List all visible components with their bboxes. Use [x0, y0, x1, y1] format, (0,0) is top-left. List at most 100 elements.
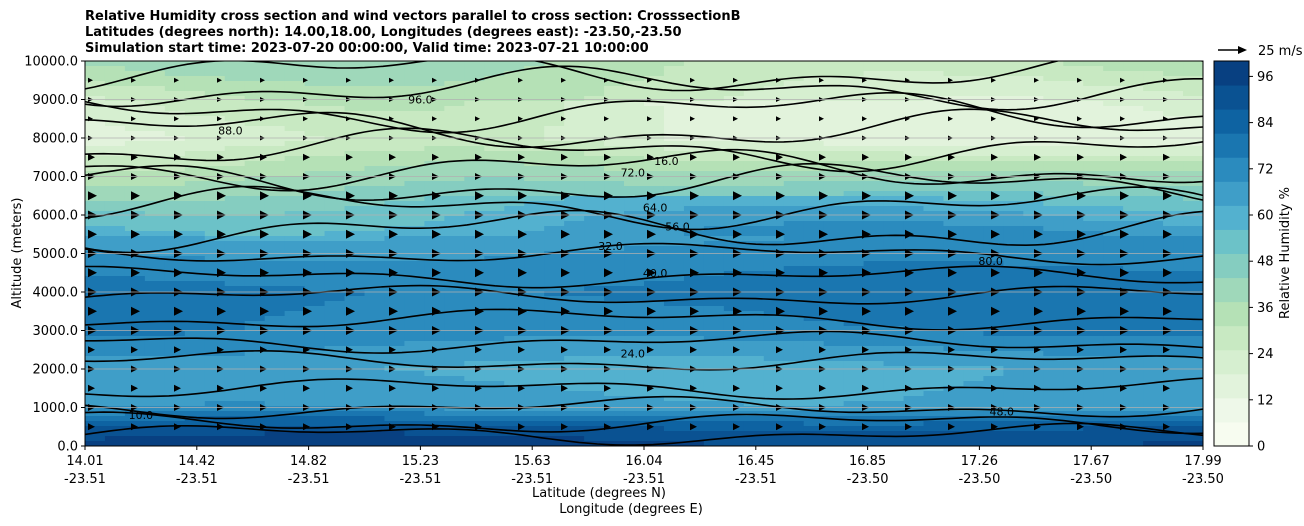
- rh-cell: [544, 441, 565, 446]
- rh-cell: [544, 341, 565, 347]
- rh-cell: [1003, 186, 1024, 192]
- rh-cell: [564, 186, 585, 192]
- rh-cell: [304, 301, 326, 307]
- rh-cell: [1043, 136, 1064, 142]
- rh-cell: [524, 301, 545, 307]
- rh-cell: [763, 231, 785, 237]
- wind-vector-arrow-icon: [690, 384, 697, 392]
- rh-cell: [304, 396, 326, 402]
- rh-cell: [1183, 236, 1203, 242]
- y-tick-label: 0.0: [57, 440, 78, 455]
- wind-vector-arrow-icon: [647, 306, 656, 316]
- rh-cell: [284, 416, 306, 422]
- rh-cell: [1003, 401, 1024, 407]
- rh-cell: [404, 166, 425, 172]
- rh-cell: [184, 386, 206, 392]
- rh-cell: [284, 371, 306, 377]
- rh-cell: [1123, 386, 1144, 392]
- rh-cell: [983, 216, 1004, 222]
- rh-cell: [384, 431, 406, 437]
- rh-cell: [823, 61, 845, 67]
- rh-cell: [464, 336, 485, 342]
- rh-cell: [823, 171, 845, 177]
- rh-cell: [723, 396, 745, 402]
- rh-cell: [404, 326, 425, 332]
- colorbar-bin: [1214, 157, 1249, 182]
- rh-cell: [244, 441, 266, 446]
- wind-vector-arrow-icon: [862, 384, 869, 392]
- rh-cell: [963, 431, 984, 437]
- rh-cell: [404, 296, 425, 302]
- rh-cell: [863, 166, 885, 172]
- rh-cell: [703, 106, 725, 112]
- rh-cell: [384, 401, 406, 407]
- rh-cell: [683, 416, 705, 422]
- rh-cell: [1123, 296, 1144, 302]
- rh-cell: [544, 96, 565, 102]
- rh-cell: [104, 61, 126, 67]
- rh-cell: [823, 156, 845, 162]
- rh-cell: [743, 321, 765, 327]
- rh-cell: [564, 316, 585, 322]
- rh-cell: [883, 316, 905, 322]
- rh-cell: [1043, 221, 1064, 227]
- rh-cell: [85, 221, 106, 227]
- rh-cell: [584, 256, 605, 262]
- rh-cell: [983, 226, 1004, 232]
- wind-vector-arrow-icon: [1034, 116, 1039, 122]
- rh-cell: [624, 126, 645, 132]
- rh-cell: [264, 96, 286, 102]
- rh-cell: [624, 336, 645, 342]
- rh-cell: [1143, 231, 1164, 237]
- rh-cell: [783, 206, 805, 212]
- rh-cell: [743, 261, 765, 267]
- rh-cell: [244, 326, 266, 332]
- rh-cell: [883, 281, 905, 287]
- rh-cell: [1063, 396, 1084, 402]
- rh-cell: [703, 381, 725, 387]
- rh-cell: [464, 91, 485, 97]
- rh-cell: [444, 431, 465, 437]
- rh-cell: [943, 196, 965, 202]
- rh-cell: [863, 356, 885, 362]
- rh-cell: [584, 351, 605, 357]
- rh-cell: [444, 181, 465, 187]
- rh-cell: [144, 91, 166, 97]
- rh-cell: [224, 81, 246, 87]
- rh-cell: [504, 156, 525, 162]
- rh-cell: [164, 121, 186, 127]
- rh-cell: [464, 276, 485, 282]
- rh-cell: [184, 411, 206, 417]
- rh-cell: [903, 81, 925, 87]
- rh-cell: [85, 296, 106, 302]
- rh-cell: [1063, 241, 1084, 247]
- rh-cell: [364, 426, 386, 432]
- rh-cell: [943, 246, 965, 252]
- rh-cell: [324, 241, 346, 247]
- rh-cell: [843, 241, 865, 247]
- colorbar-label: Relative Humidity %: [1278, 187, 1293, 319]
- rh-cell: [424, 301, 445, 307]
- rh-cell: [404, 371, 425, 377]
- rh-cell: [204, 306, 226, 312]
- rh-cell: [244, 286, 266, 292]
- rh-cell: [284, 236, 306, 242]
- rh-cell: [124, 441, 146, 446]
- rh-cell: [564, 126, 585, 132]
- rh-cell: [384, 301, 406, 307]
- rh-cell: [85, 301, 106, 307]
- wind-vector-arrow-icon: [131, 423, 138, 431]
- rh-cell: [404, 386, 425, 392]
- rh-cell: [284, 211, 306, 217]
- rh-cell: [663, 351, 685, 357]
- rh-cell: [1023, 111, 1044, 117]
- rh-cell: [624, 221, 645, 227]
- rh-cell: [224, 96, 246, 102]
- rh-cell: [943, 86, 965, 92]
- rh-cell: [783, 151, 805, 157]
- rh-cell: [424, 281, 445, 287]
- rh-cell: [224, 76, 246, 82]
- rh-cell: [803, 141, 825, 147]
- rh-cell: [264, 81, 286, 87]
- rh-cell: [863, 416, 885, 422]
